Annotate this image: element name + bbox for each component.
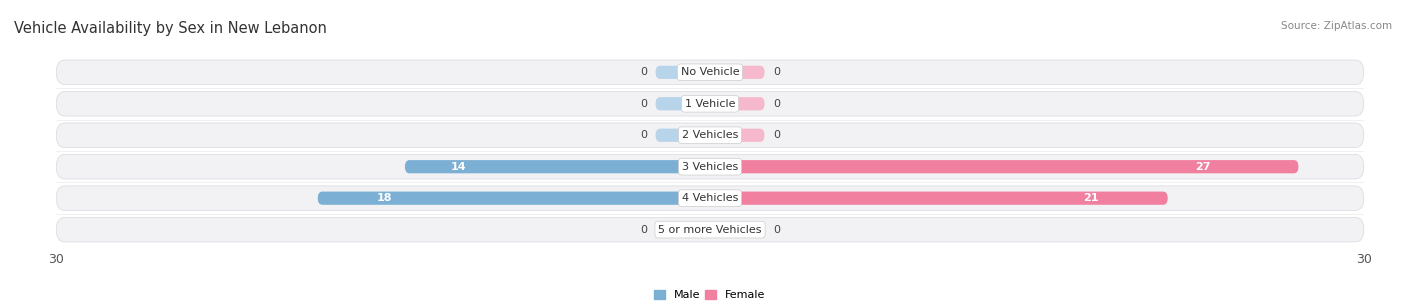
FancyBboxPatch shape bbox=[655, 129, 710, 142]
Text: 0: 0 bbox=[640, 67, 647, 77]
Text: No Vehicle: No Vehicle bbox=[681, 67, 740, 77]
FancyBboxPatch shape bbox=[710, 160, 1298, 173]
FancyBboxPatch shape bbox=[56, 154, 1364, 179]
Text: 18: 18 bbox=[377, 193, 392, 203]
Text: 0: 0 bbox=[773, 225, 780, 235]
Text: 14: 14 bbox=[451, 162, 467, 172]
Text: 0: 0 bbox=[773, 130, 780, 140]
FancyBboxPatch shape bbox=[318, 192, 710, 205]
FancyBboxPatch shape bbox=[56, 92, 1364, 116]
Text: 0: 0 bbox=[640, 225, 647, 235]
FancyBboxPatch shape bbox=[56, 217, 1364, 242]
Text: 4 Vehicles: 4 Vehicles bbox=[682, 193, 738, 203]
Text: 2 Vehicles: 2 Vehicles bbox=[682, 130, 738, 140]
FancyBboxPatch shape bbox=[405, 160, 710, 173]
Legend: Male, Female: Male, Female bbox=[654, 290, 766, 300]
Text: 0: 0 bbox=[773, 67, 780, 77]
Text: 27: 27 bbox=[1195, 162, 1211, 172]
Text: 3 Vehicles: 3 Vehicles bbox=[682, 162, 738, 172]
FancyBboxPatch shape bbox=[710, 97, 765, 110]
FancyBboxPatch shape bbox=[56, 186, 1364, 210]
Text: 21: 21 bbox=[1084, 193, 1099, 203]
Text: 5 or more Vehicles: 5 or more Vehicles bbox=[658, 225, 762, 235]
FancyBboxPatch shape bbox=[56, 60, 1364, 84]
Text: 0: 0 bbox=[640, 130, 647, 140]
FancyBboxPatch shape bbox=[56, 123, 1364, 148]
FancyBboxPatch shape bbox=[710, 192, 1167, 205]
Text: 1 Vehicle: 1 Vehicle bbox=[685, 99, 735, 109]
FancyBboxPatch shape bbox=[655, 66, 710, 79]
Text: 0: 0 bbox=[640, 99, 647, 109]
FancyBboxPatch shape bbox=[710, 66, 765, 79]
FancyBboxPatch shape bbox=[710, 129, 765, 142]
FancyBboxPatch shape bbox=[655, 97, 710, 110]
FancyBboxPatch shape bbox=[710, 223, 765, 236]
FancyBboxPatch shape bbox=[655, 223, 710, 236]
Text: Vehicle Availability by Sex in New Lebanon: Vehicle Availability by Sex in New Leban… bbox=[14, 21, 328, 36]
Text: 0: 0 bbox=[773, 99, 780, 109]
Text: Source: ZipAtlas.com: Source: ZipAtlas.com bbox=[1281, 21, 1392, 31]
